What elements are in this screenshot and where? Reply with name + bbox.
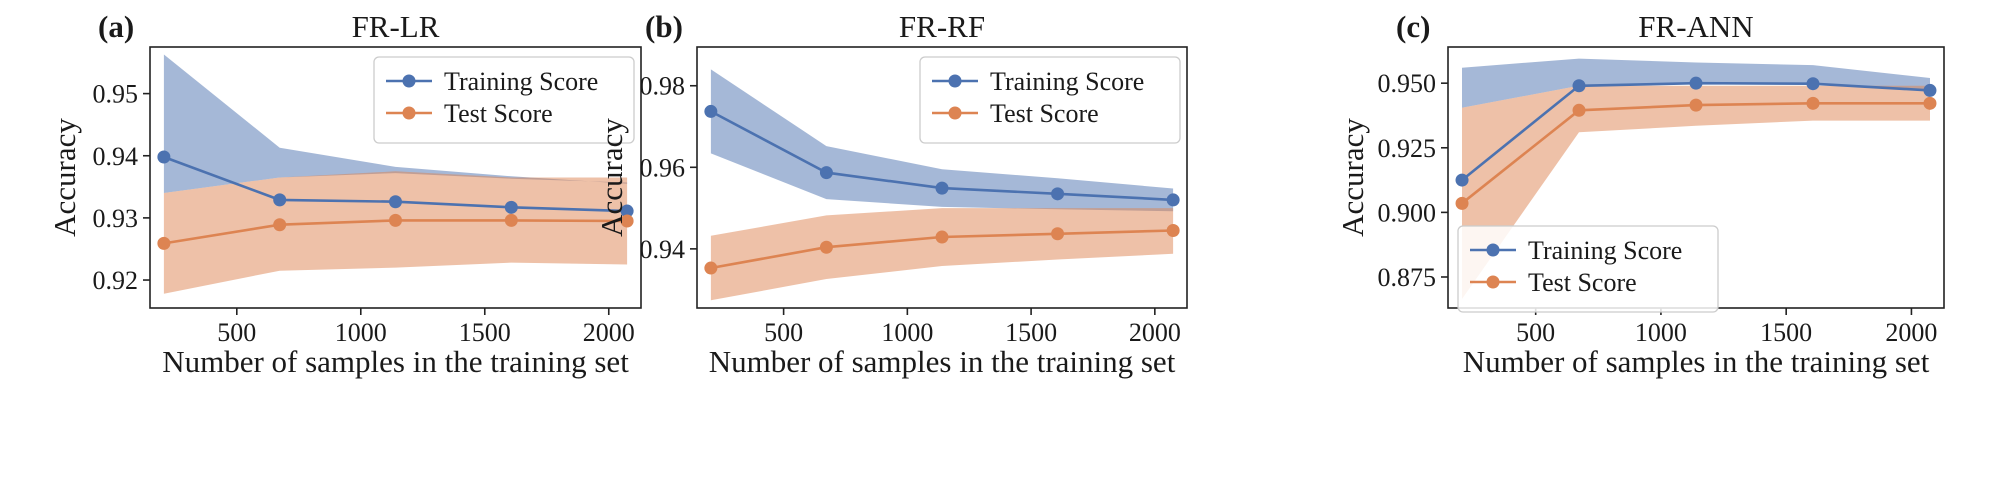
training-legend-marker [948, 74, 962, 88]
training-score-point [620, 204, 634, 218]
test-score-point [504, 213, 518, 227]
training-score-point [704, 104, 718, 118]
test-score-point [1806, 96, 1820, 110]
panel-fr-ann: 500 1000 1500 2000 0.875 0.900 0.925 0.950 FR-AN… [1335, 9, 1945, 379]
panel-title: FR-LR [352, 9, 440, 44]
legend: Training Score Test Score [919, 56, 1181, 144]
test-score-point [819, 240, 833, 254]
test-legend-marker [1486, 275, 1500, 289]
x-axis-label: Number of samples in the training set [709, 344, 1176, 379]
test-score-point [157, 236, 171, 250]
training-score-point [1806, 77, 1820, 91]
training-legend-marker [1486, 243, 1500, 257]
training-score-point [389, 195, 402, 209]
x-tick-label: 1000 [335, 318, 387, 347]
training-score-point [819, 166, 833, 180]
x-tick-label: 500 [217, 318, 256, 347]
y-tick-label: 0.94 [93, 142, 139, 171]
legend: Training Score Test Score [1457, 225, 1719, 313]
test-legend-marker [402, 106, 416, 120]
training-score-point [935, 181, 949, 195]
y-axis-label: Accuracy [594, 118, 629, 237]
y-tick-label: 0.98 [640, 72, 686, 101]
training-score-point [1689, 76, 1703, 90]
y-tick-label: 0.94 [640, 235, 686, 264]
training-score-point [504, 200, 518, 214]
test-score-point [935, 230, 949, 244]
test-legend-label: Test Score [990, 99, 1099, 128]
test-score-point [273, 218, 287, 232]
legend-box [373, 56, 635, 144]
x-axis-label: Number of samples in the training set [162, 344, 629, 379]
y-tick-label: 0.93 [93, 204, 139, 233]
plot-frame [696, 46, 1188, 309]
test-score-point [704, 261, 718, 275]
panel-letter: (b) [645, 9, 683, 44]
x-tick-label: 500 [764, 318, 803, 347]
y-tick-label: 0.900 [1378, 198, 1437, 227]
y-tick-label: 0.92 [93, 266, 139, 295]
panel-fr-lr: 500 1000 1500 2000 0.92 0.93 0.94 0.95 FR-LR (a) N… [47, 9, 642, 379]
training-score-point [1572, 79, 1586, 93]
test-score-point [1572, 103, 1586, 117]
y-tick-label: 0.925 [1378, 134, 1437, 163]
test-score-point [1166, 224, 1180, 238]
x-axis-label: Number of samples in the training set [1463, 344, 1930, 379]
training-score-point [1923, 83, 1937, 97]
training-score-point [1455, 173, 1469, 187]
y-axis-label: Accuracy [47, 118, 82, 237]
panel-title: FR-RF [899, 9, 985, 44]
test-score-point [1689, 98, 1703, 112]
test-score-point [1051, 227, 1065, 241]
x-tick-label: 500 [1516, 318, 1555, 347]
test-score-band [1462, 85, 1930, 299]
training-legend-label: Training Score [444, 67, 598, 96]
x-tick-label: 1000 [1635, 318, 1687, 347]
test-score-point [389, 213, 402, 227]
x-tick-label: 2000 [583, 318, 635, 347]
panel-letter: (c) [1396, 9, 1430, 44]
x-tick-label: 1000 [881, 318, 933, 347]
training-score-point [1166, 193, 1180, 207]
training-legend-label: Training Score [990, 67, 1144, 96]
y-tick-label: 0.95 [93, 80, 139, 109]
training-legend-marker [402, 74, 416, 88]
test-score-point [1923, 96, 1937, 110]
y-axis-label: Accuracy [1335, 118, 1370, 237]
y-tick-label: 0.950 [1378, 69, 1437, 98]
legend-box [1457, 225, 1719, 313]
training-score-point [273, 193, 287, 207]
test-score-point [1455, 196, 1469, 210]
training-score-point [157, 150, 171, 164]
plot-frame [149, 46, 642, 309]
training-score-point [1051, 187, 1065, 201]
y-tick-label: 0.875 [1378, 263, 1437, 292]
y-tick-label: 0.96 [640, 153, 686, 182]
legend-box [919, 56, 1181, 144]
test-legend-marker [948, 106, 962, 120]
panel-letter: (a) [98, 9, 134, 44]
x-tick-label: 1500 [459, 318, 511, 347]
panel-title: FR-ANN [1638, 9, 1753, 44]
training-score-band [163, 54, 628, 193]
test-legend-label: Test Score [1528, 268, 1637, 297]
x-tick-label: 2000 [1885, 318, 1937, 347]
x-tick-label: 1500 [1760, 318, 1812, 347]
training-legend-label: Training Score [1528, 236, 1682, 265]
test-legend-label: Test Score [444, 99, 553, 128]
panel-fr-rf: 500 1000 1500 2000 0.94 0.96 0.98 FR-RF (b) Numbe… [594, 9, 1188, 379]
test-score-point [620, 214, 634, 228]
x-tick-label: 1500 [1005, 318, 1057, 347]
x-tick-label: 2000 [1129, 318, 1181, 347]
legend: Training Score Test Score [373, 56, 635, 144]
